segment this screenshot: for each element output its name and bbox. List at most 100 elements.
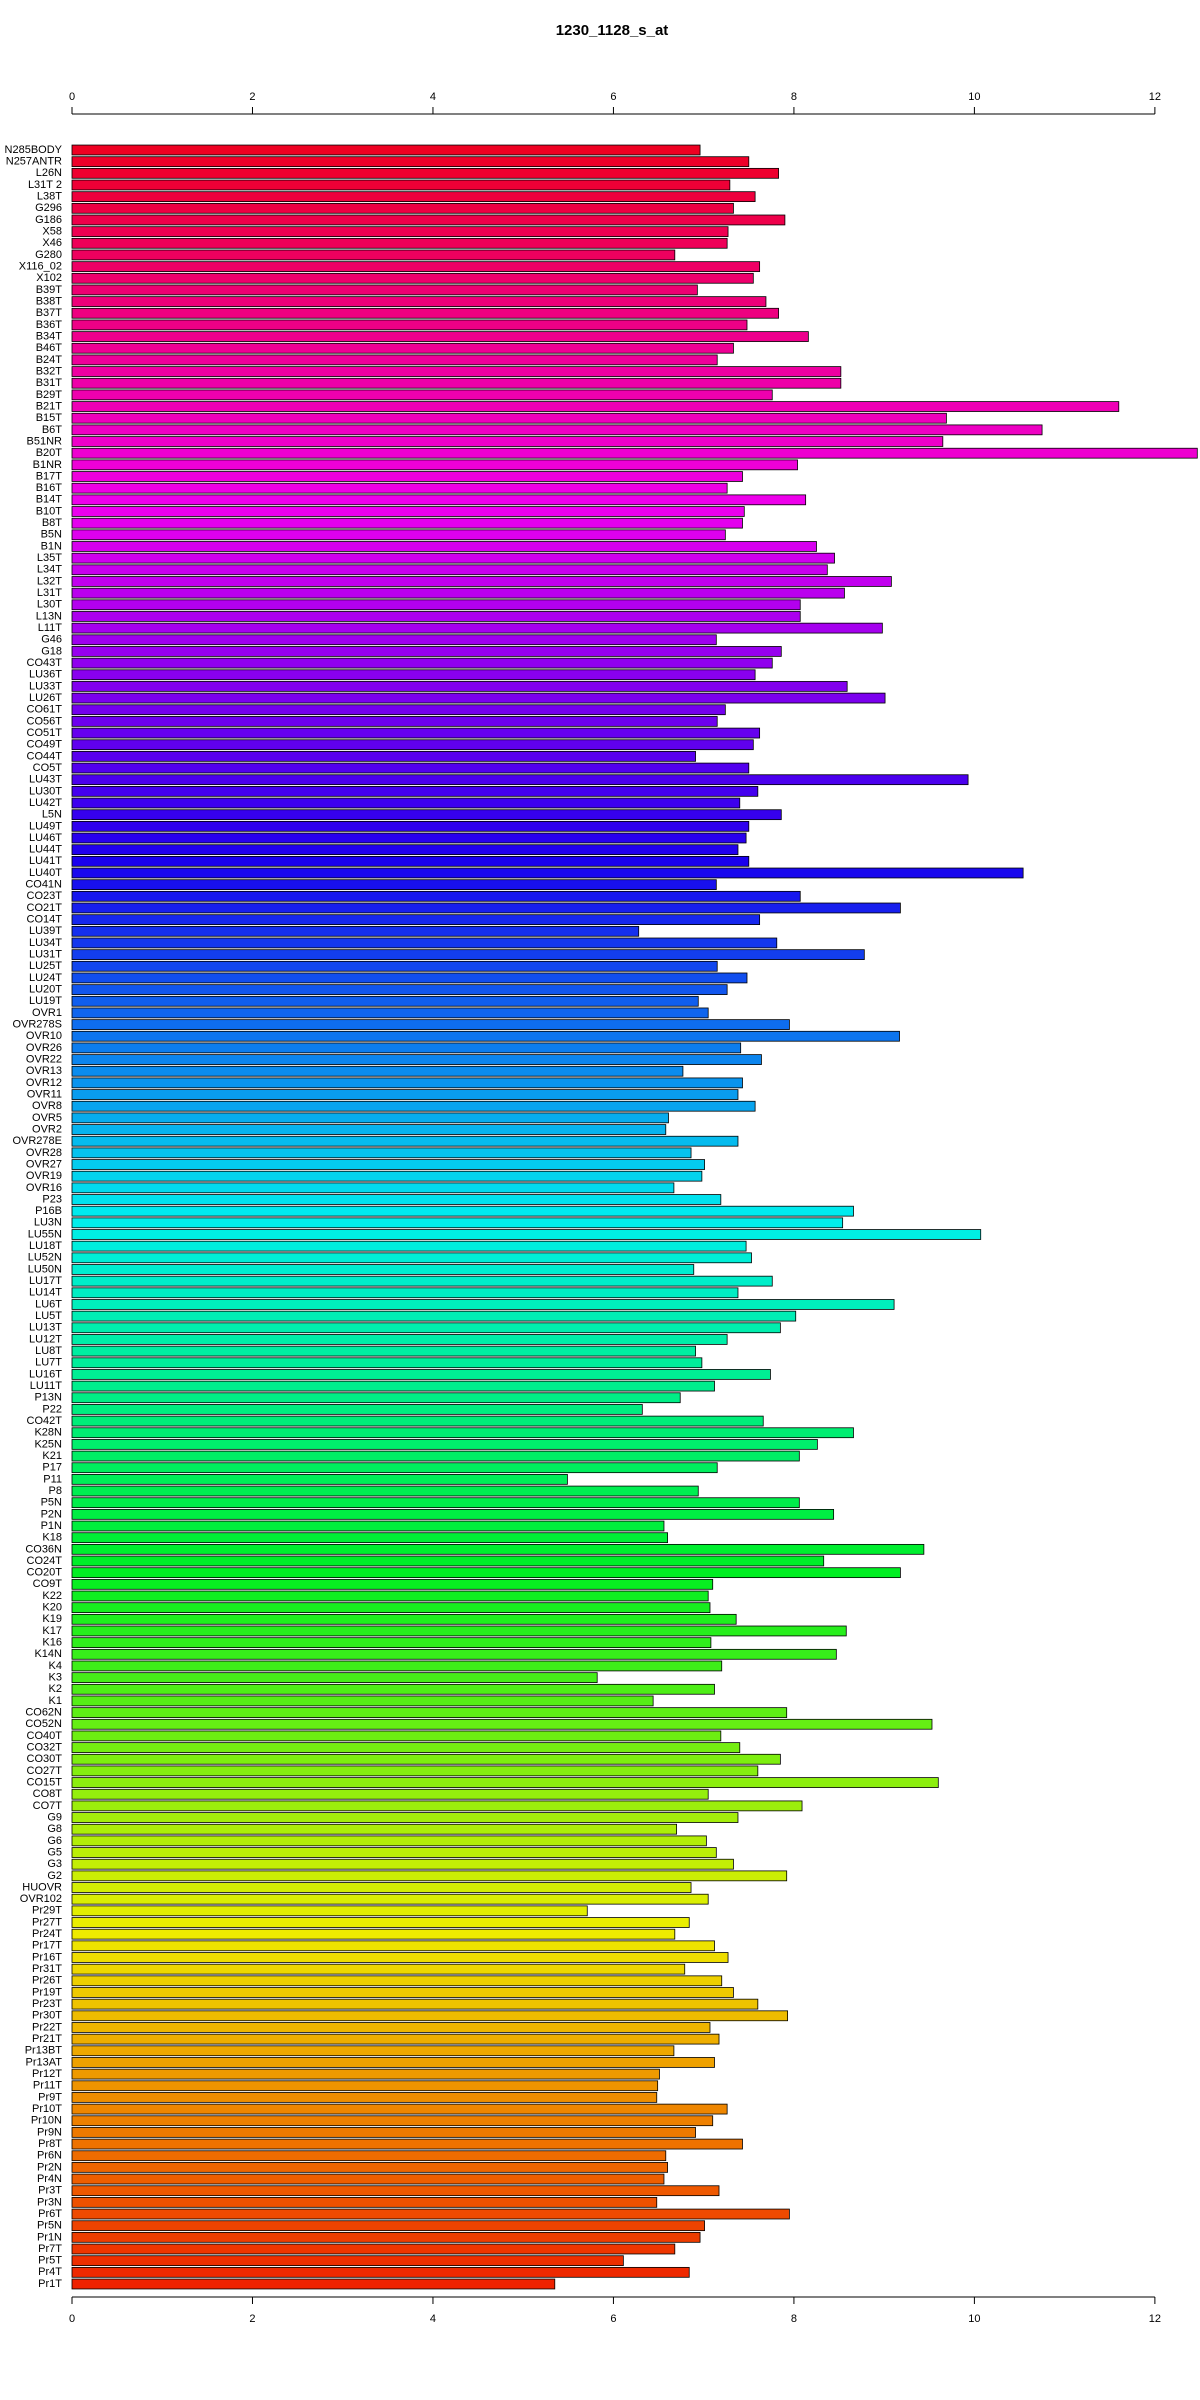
y-tick-label: LU12T [29, 1333, 62, 1345]
bar [71, 1695, 654, 1707]
bar [71, 2231, 701, 2243]
bar [71, 762, 750, 774]
y-tick-label: LU50N [28, 1263, 62, 1275]
y-tick-label: OVR13 [26, 1065, 62, 1077]
bar [71, 1310, 797, 1322]
y-tick-label: L31T 2 [28, 179, 62, 191]
bar [71, 494, 807, 506]
bar [71, 1532, 668, 1544]
bar [71, 1334, 728, 1345]
y-tick-label: LU25T [29, 960, 62, 972]
bar [71, 1357, 703, 1369]
y-tick-label: LU8T [35, 1345, 62, 1357]
y-tick-label: Pr7T [38, 2243, 62, 2255]
bar [71, 2197, 658, 2208]
bar [71, 879, 717, 891]
bar [71, 1287, 739, 1299]
y-tick-label: LU30T [29, 785, 62, 797]
bar [71, 179, 731, 191]
y-tick-label: Pr12T [32, 2068, 62, 2080]
bar [71, 1975, 723, 1987]
y-tick-label: B24T [36, 354, 63, 366]
bar [71, 1590, 709, 1602]
y-tick-label: L11T [38, 622, 63, 634]
y-tick-label: CO61T [27, 704, 63, 716]
bar [71, 331, 809, 342]
y-tick-label: L13N [36, 610, 62, 622]
bar [71, 1369, 771, 1380]
bar [71, 1637, 712, 1648]
bar [71, 914, 761, 925]
y-tick-label: OVR27 [26, 1158, 62, 1170]
x-tick-label: 12 [1149, 91, 1161, 103]
y-tick-label: B1N [41, 540, 62, 552]
y-tick-label: LU16T [29, 1368, 62, 1380]
bar [71, 1963, 686, 1975]
y-tick-label: CO27T [27, 1765, 63, 1777]
bar [71, 832, 747, 844]
y-tick-label: L30T [37, 599, 62, 611]
y-tick-label: LU6T [35, 1298, 62, 1310]
y-tick-label: LU26T [29, 692, 62, 704]
bar [71, 1613, 737, 1625]
y-tick-label: Pr10N [31, 2115, 62, 2127]
y-tick-label: K16 [42, 1637, 62, 1649]
bar [71, 844, 739, 856]
y-tick-label: P8 [49, 1485, 62, 1497]
y-tick-label: OVR278E [12, 1135, 62, 1147]
bar [71, 2208, 790, 2220]
bar [71, 1555, 825, 1567]
bar [71, 1264, 695, 1275]
y-tick-label: Pr4N [37, 2173, 62, 2185]
y-tick-label: CO42T [27, 1415, 63, 1427]
y-tick-label: CO43T [27, 657, 63, 669]
y-tick-label: G18 [41, 645, 62, 657]
bar [71, 2173, 665, 2185]
y-tick-label: CO9T [33, 1578, 63, 1590]
y-tick-label: X46 [42, 237, 62, 249]
y-tick-label: K20 [42, 1602, 62, 1614]
y-tick-label: B1NR [33, 459, 62, 471]
y-tick-label: Pr26T [32, 1975, 62, 1987]
bar [71, 1998, 759, 2010]
y-tick-label: OVR10 [26, 1030, 62, 1042]
y-tick-label: G9 [47, 1811, 62, 1823]
bar [71, 751, 696, 762]
bar [71, 1509, 835, 1520]
y-tick-label: K14N [34, 1648, 62, 1660]
bar [71, 1217, 844, 1229]
bar [71, 984, 728, 995]
y-tick-label: Pr3T [38, 2185, 62, 2197]
y-tick-label: CO14T [27, 914, 63, 926]
y-tick-label: OVR12 [26, 1077, 62, 1089]
y-tick-label: B34T [36, 330, 63, 342]
bar [71, 797, 741, 809]
y-tick-label: CO62N [25, 1707, 62, 1719]
bar [71, 1042, 742, 1054]
y-tick-label: Pr10T [32, 2103, 62, 2115]
y-tick-label: Pr13AT [26, 2056, 63, 2068]
bar [71, 1753, 781, 1765]
bar [71, 1625, 847, 1637]
bar [71, 191, 756, 203]
y-tick-label: LU46T [29, 832, 62, 844]
y-tick-label: Pr8T [38, 2138, 62, 2150]
y-tick-label: Pr6N [37, 2150, 62, 2162]
bar [71, 436, 944, 447]
y-tick-label: LU34T [29, 937, 62, 949]
bar [71, 1648, 837, 1660]
bar [71, 1065, 684, 1077]
y-tick-label: CO21T [27, 902, 63, 914]
bar [71, 611, 801, 622]
x-tick-label: 8 [791, 2313, 797, 2325]
y-tick-label: L5N [42, 809, 62, 821]
bar [71, 1660, 723, 1672]
x-tick-label: 2 [249, 91, 255, 103]
y-tick-label: OVR1 [32, 1007, 62, 1019]
y-tick-label: P23 [42, 1193, 62, 1205]
bar [71, 1392, 681, 1404]
y-tick-label: K1 [49, 1695, 62, 1707]
y-tick-label: LU43T [29, 774, 62, 786]
